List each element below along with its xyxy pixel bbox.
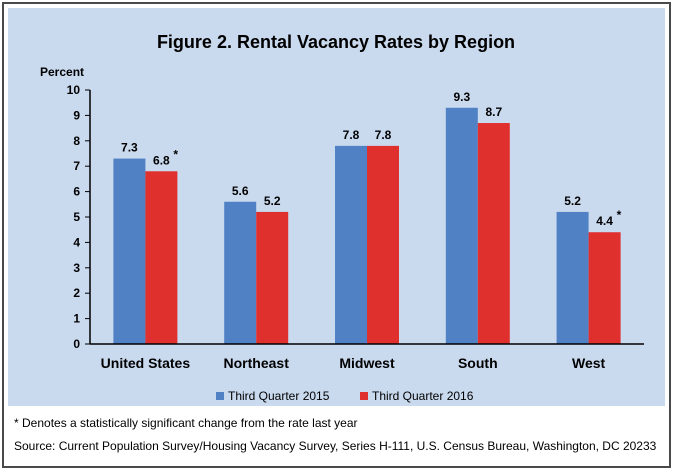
- bar-value-label: 5.6: [232, 184, 249, 198]
- bar-chart: Figure 2. Rental Vacancy Rates by Region…: [40, 32, 644, 403]
- category-label: South: [458, 355, 498, 371]
- bar-value-label: 7.3: [121, 141, 138, 155]
- y-tick-label: 9: [73, 108, 80, 122]
- category-label: United States: [101, 355, 191, 371]
- significance-marker: *: [617, 208, 622, 222]
- bars-group: 7.36.8 *5.65.27.8 7.89.38.75.24.4 *: [113, 90, 622, 345]
- legend: Third Quarter 2015 Third Quarter 2016: [216, 389, 474, 403]
- y-tick-label: 6: [73, 185, 80, 199]
- significance-marker: *: [173, 147, 178, 161]
- bar: [556, 211, 589, 344]
- chart-panel: Figure 2. Rental Vacancy Rates by Region…: [8, 8, 665, 406]
- y-tick-label: 0: [73, 337, 80, 351]
- y-tick-label: 3: [73, 261, 80, 275]
- bar: [335, 145, 367, 344]
- significance-footnote: * Denotes a statistically significant ch…: [14, 416, 358, 430]
- bar: [224, 201, 257, 344]
- x-axis: United States Northeast Midwest South West: [101, 355, 606, 371]
- bar-value-label: 7.8: [343, 128, 360, 142]
- legend-label: Third Quarter 2015: [228, 389, 330, 403]
- y-tick-label: 8: [73, 134, 80, 148]
- bar: [113, 158, 146, 344]
- bar: [445, 107, 478, 344]
- y-tick-label: 7: [73, 159, 80, 173]
- bar-value-label: 7.8: [375, 128, 392, 142]
- legend-label: Third Quarter 2016: [372, 389, 474, 403]
- figure-frame: Figure 2. Rental Vacancy Rates by Region…: [2, 2, 671, 468]
- category-label: West: [572, 355, 606, 371]
- bar-value-label: 5.2: [564, 194, 581, 208]
- y-tick-label: 1: [73, 312, 80, 326]
- category-label: Midwest: [339, 355, 395, 371]
- bar-value-label: 5.2: [264, 194, 281, 208]
- bar-value-label: 6.8: [153, 153, 170, 167]
- bar: [588, 232, 621, 344]
- legend-swatch: [216, 392, 224, 400]
- bar-value-label: 8.7: [485, 105, 502, 119]
- source-footnote: Source: Current Population Survey/Housin…: [14, 439, 657, 453]
- bar: [145, 171, 178, 344]
- y-tick-label: 2: [73, 286, 80, 300]
- bar: [256, 211, 289, 344]
- bar: [477, 123, 510, 345]
- y-tick-label: 4: [73, 235, 80, 249]
- legend-swatch: [360, 392, 368, 400]
- y-tick-label: 5: [73, 210, 80, 224]
- chart-title: Figure 2. Rental Vacancy Rates by Region: [157, 32, 515, 52]
- bar-value-label: 9.3: [453, 90, 470, 104]
- bar-value-label: 4.4: [596, 214, 613, 228]
- y-tick-label: 10: [67, 83, 81, 97]
- category-label: Northeast: [224, 355, 290, 371]
- bar: [367, 145, 399, 344]
- y-axis: 0 1 2 3 4 5 6 7 8 9 10: [67, 83, 90, 351]
- y-axis-label: Percent: [40, 65, 84, 79]
